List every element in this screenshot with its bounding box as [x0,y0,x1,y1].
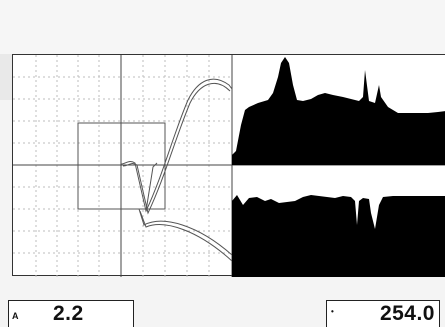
left-margin-strip [0,54,12,100]
grid-lines [13,55,232,277]
readout-left: A 2.2 [8,300,134,327]
gate-box[interactable] [77,122,166,210]
readout-left-value: 2.2 [53,302,84,325]
readout-right-label: • [331,307,334,316]
readout-right: • 254.0 [326,300,440,327]
impedance-plane-trace [120,78,233,262]
readout-right-value: 254.0 [379,302,435,325]
strip-chart-bottom-channel [232,195,445,277]
top-toolbar-strip [0,0,445,54]
waveform-display[interactable] [12,54,445,277]
strip-chart-top-channel [232,57,445,165]
waveform-svg [13,55,445,277]
readout-left-label: A [12,311,19,321]
